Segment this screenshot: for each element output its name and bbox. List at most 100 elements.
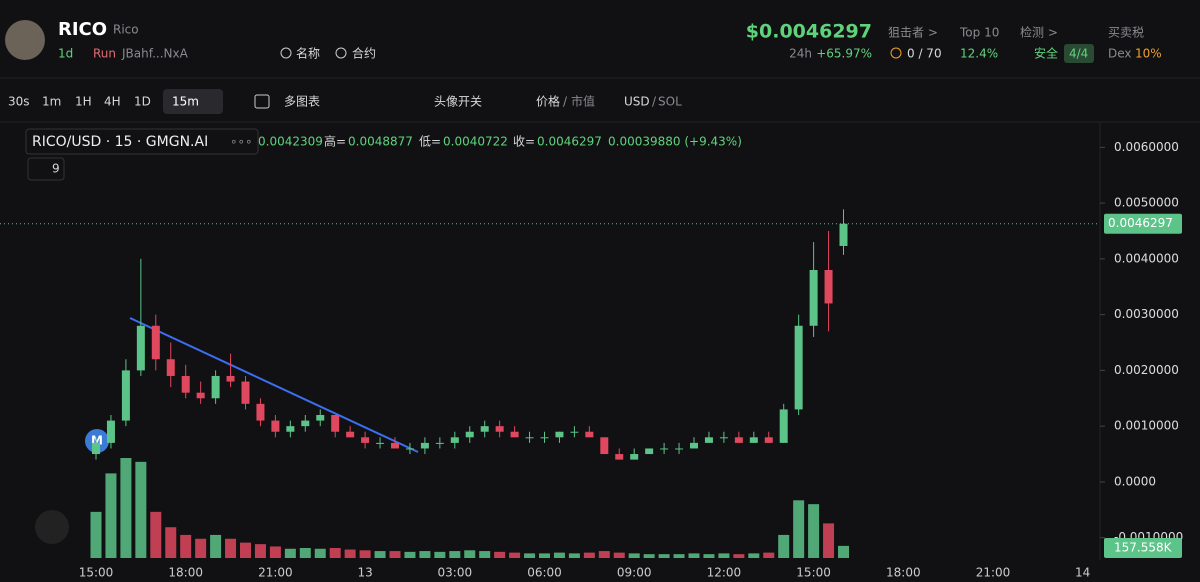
candle-body (675, 448, 684, 450)
y-tick-label: 0.0030000 (1114, 307, 1179, 321)
search-contract[interactable]: 合约 (352, 46, 376, 61)
candle-body (301, 420, 310, 427)
candle-body (480, 426, 489, 432)
volume-bar (673, 554, 685, 558)
tax: 10% (1135, 47, 1162, 61)
candle-body (196, 392, 205, 399)
interval[interactable]: 30s (8, 95, 30, 109)
candle-body (435, 442, 444, 444)
more[interactable]: ∘∘∘ (230, 135, 253, 149)
price: $0.0046297 (746, 21, 872, 43)
legend-close: 0.0046297 (537, 135, 602, 149)
volume-bar (135, 461, 147, 558)
x-tick-label: 13 (357, 566, 372, 580)
tv-logo (35, 510, 69, 544)
indicator-count: 9 (52, 162, 60, 176)
x-tick-label: 15:00 (79, 566, 114, 580)
candle-body (331, 415, 340, 432)
address[interactable]: JBahf...NxA (121, 47, 189, 61)
launch[interactable]: Run (93, 47, 116, 61)
volume-bar (718, 553, 730, 558)
candle-body (106, 420, 115, 443)
candle-body (660, 448, 669, 450)
candle-body (510, 431, 519, 438)
volume-bar (90, 511, 102, 558)
candle-body (630, 454, 639, 460)
sniper-icon (890, 47, 902, 59)
candle-body (166, 359, 175, 376)
x-tick-label: 15:00 (796, 566, 831, 580)
price-mode[interactable]: 价格 (536, 94, 560, 109)
volume-bar (404, 551, 416, 558)
avatar-toggle[interactable]: 头像开关 (434, 95, 482, 109)
tax-venue: Dex (1108, 47, 1132, 61)
candle-body (376, 442, 385, 444)
candle-body (181, 375, 190, 393)
search-icon (280, 47, 292, 59)
candle-body (585, 431, 594, 438)
candle-body (690, 442, 698, 449)
volume-bar (254, 544, 266, 558)
volume-bar (628, 553, 640, 558)
volume-bar (240, 542, 251, 558)
interval[interactable]: 1H (75, 95, 92, 109)
last-price-box (1104, 213, 1182, 234)
check-score: 4/4 (1069, 47, 1088, 61)
volume-bar (344, 549, 356, 558)
symbol: RICO (58, 19, 107, 40)
legend-high: 0.0048877 (348, 135, 413, 149)
check-status: 安全 (1034, 46, 1058, 61)
volume-bar (808, 504, 820, 558)
candle-body (495, 426, 504, 432)
tax-label: 买卖税 (1108, 26, 1144, 40)
marker-label: M (91, 434, 103, 448)
y-tick-label: 0.0020000 (1114, 363, 1179, 377)
x-tick-label: 03:00 (438, 566, 473, 580)
avatar (5, 20, 45, 60)
x-tick-label: 21:00 (258, 566, 293, 580)
volume-bar (703, 554, 715, 558)
check-label[interactable]: 检测 > (1020, 25, 1058, 40)
volume-bar (284, 548, 296, 558)
currency[interactable]: USD (624, 95, 650, 109)
candle-body (600, 437, 609, 455)
x-tick-label: 12:00 (707, 566, 742, 580)
marker[interactable] (85, 429, 109, 453)
candle-body (465, 431, 474, 438)
candle-body (450, 437, 459, 443)
snipers-label[interactable]: 狙击者 > (888, 26, 938, 40)
interval[interactable]: 1D (134, 95, 151, 109)
volume-bar (494, 551, 506, 558)
last-volume: 157.558K (1114, 541, 1173, 555)
volume-bar (165, 527, 177, 558)
volume-bar (299, 548, 311, 558)
x-tick-label: 06:00 (527, 566, 562, 580)
add-icon (254, 94, 270, 109)
candle-body (540, 437, 549, 439)
volume-bar (539, 553, 550, 558)
search-name[interactable]: 名称 (296, 46, 320, 61)
interval[interactable]: 4H (104, 95, 121, 109)
alt-currency[interactable]: SOL (658, 95, 682, 109)
volume-bar (105, 473, 117, 558)
volume-bar (449, 551, 461, 558)
volume-bar (374, 551, 386, 558)
x-tick-label: 14 (1075, 566, 1090, 580)
indicator-chip[interactable] (27, 157, 65, 181)
interval-selected-box (163, 89, 223, 114)
candle-body (346, 431, 355, 438)
volume-bar (748, 553, 760, 558)
mcap-mode[interactable]: 市值 (571, 94, 595, 109)
volume-bar (389, 551, 401, 558)
legend-label: 收= (513, 135, 535, 149)
volume-bar (524, 553, 536, 558)
interval-selected[interactable]: 15m (172, 95, 199, 109)
multi-chart[interactable]: 多图表 (284, 95, 320, 109)
separator: / (563, 95, 568, 109)
candle-body (420, 442, 429, 449)
volume-bar (583, 552, 595, 558)
interval[interactable]: 1m (42, 95, 61, 109)
volume-bar (733, 554, 745, 558)
